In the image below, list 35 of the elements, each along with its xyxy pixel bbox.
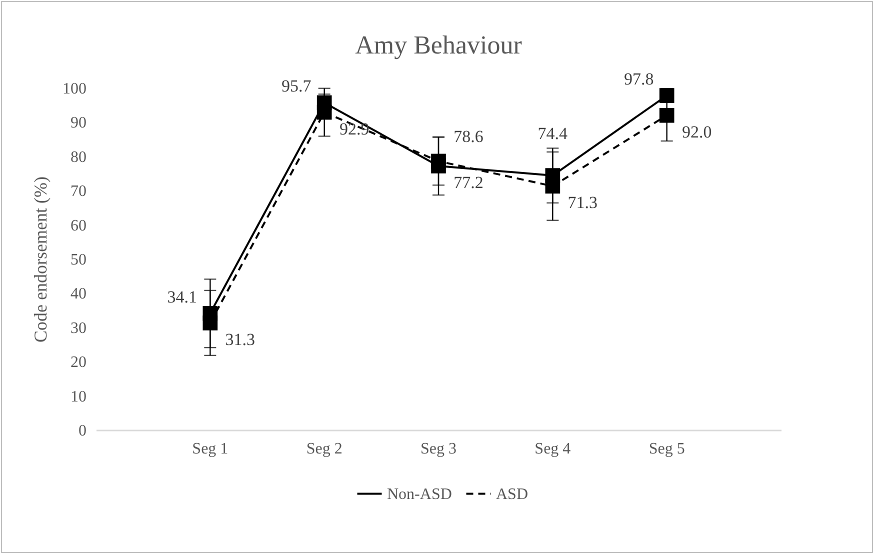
y-tick-label: 90 [70, 114, 86, 132]
y-tick-label: 20 [70, 354, 86, 372]
point [545, 178, 560, 194]
point [431, 154, 446, 169]
data-label: 95.7 [281, 76, 312, 96]
data-label: 97.8 [624, 70, 654, 89]
y-tick-label: 70 [70, 183, 86, 200]
y-tick-label: 50 [70, 252, 86, 268]
x-tick-label: Seg 3 [420, 440, 456, 458]
y-tick-label: 60 [70, 217, 86, 234]
data-label: 78.6 [454, 127, 484, 146]
y-tick-label: 10 [70, 388, 86, 406]
x-tick-label: Seg 1 [192, 440, 228, 458]
chart-title: Amy Behaviour [355, 30, 522, 60]
point [659, 108, 674, 123]
point [316, 104, 332, 120]
data-label: 34.1 [167, 287, 198, 306]
y-tick-label: 80 [70, 148, 86, 166]
legend-label: ASD [496, 486, 528, 503]
x-tick-label: Seg 5 [648, 440, 685, 458]
point [202, 316, 218, 330]
data-label: 92.9 [339, 119, 370, 138]
y-tick-label: 30 [70, 320, 86, 337]
legend-label: Non-ASD [387, 486, 452, 503]
x-tick-label: Seg 4 [534, 440, 571, 458]
x-tick-label: Seg 2 [306, 440, 342, 458]
y-tick-label: 100 [62, 80, 86, 98]
data-label: 31.3 [225, 330, 256, 349]
y-axis-title: Code endorsement (%) [30, 176, 50, 342]
data-label: 92.0 [682, 122, 712, 142]
data-label: 77.2 [454, 172, 484, 192]
data-label: 74.4 [538, 124, 568, 144]
y-tick-label: 0 [78, 422, 86, 440]
y-tick-label: 40 [70, 286, 86, 303]
data-label: 71.3 [568, 193, 598, 212]
